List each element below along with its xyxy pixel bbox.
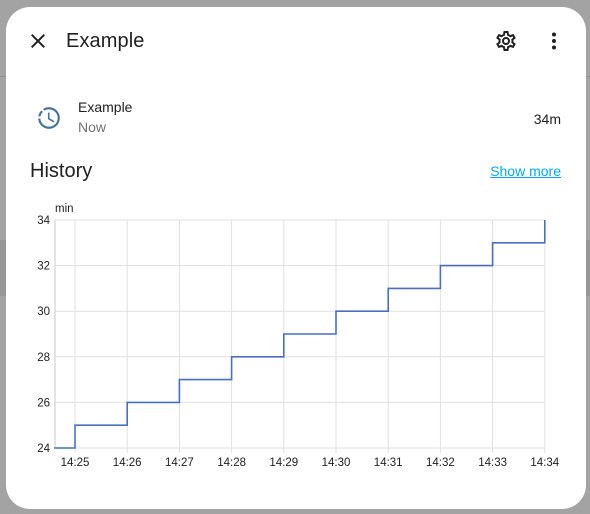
history-chart: 24 26 28 30 32 34 14:25 14:26 14:27 14:28 14:29 14:… xyxy=(37,203,560,469)
settings-button[interactable] xyxy=(486,21,526,61)
y-tick-label: 34 xyxy=(37,215,50,227)
x-tick-label: 14:27 xyxy=(165,457,194,469)
close-button[interactable] xyxy=(18,21,58,61)
x-tick-label: 14:30 xyxy=(322,457,351,469)
more-info-dialog: Example Example Now 34m History Show mor… xyxy=(6,7,586,509)
show-more-link[interactable]: Show more xyxy=(490,163,561,179)
x-tick-label: 14:34 xyxy=(530,457,559,469)
y-tick-label: 32 xyxy=(37,261,50,273)
y-tick-label: 24 xyxy=(37,443,50,455)
y-axis-label: min xyxy=(55,203,74,215)
entity-state-value: 34m xyxy=(533,111,561,127)
x-tick-label: 14:28 xyxy=(217,457,246,469)
close-icon xyxy=(31,34,45,48)
x-tick-label: 14:33 xyxy=(478,457,507,469)
history-heading: History xyxy=(30,160,93,182)
more-vertical-icon xyxy=(552,32,556,50)
entity-state-row: Example Now 34m xyxy=(6,87,586,147)
series-line xyxy=(54,220,546,449)
x-tick-label: 14:31 xyxy=(374,457,403,469)
gear-icon xyxy=(496,31,516,51)
x-tick-label: 14:32 xyxy=(426,457,455,469)
timer-clock-icon xyxy=(37,107,60,129)
y-tick-label: 30 xyxy=(37,306,50,318)
y-tick-label: 26 xyxy=(37,397,50,409)
dialog-title: Example xyxy=(66,30,145,52)
x-tick-label: 14:29 xyxy=(269,457,298,469)
x-tick-label: 14:26 xyxy=(113,457,142,469)
more-options-button[interactable] xyxy=(534,21,574,61)
entity-last-changed: Now xyxy=(78,119,107,135)
y-tick-label: 28 xyxy=(37,352,50,364)
x-tick-label: 14:25 xyxy=(61,457,90,469)
entity-name: Example xyxy=(78,99,133,115)
dialog-header: Example xyxy=(6,7,586,75)
